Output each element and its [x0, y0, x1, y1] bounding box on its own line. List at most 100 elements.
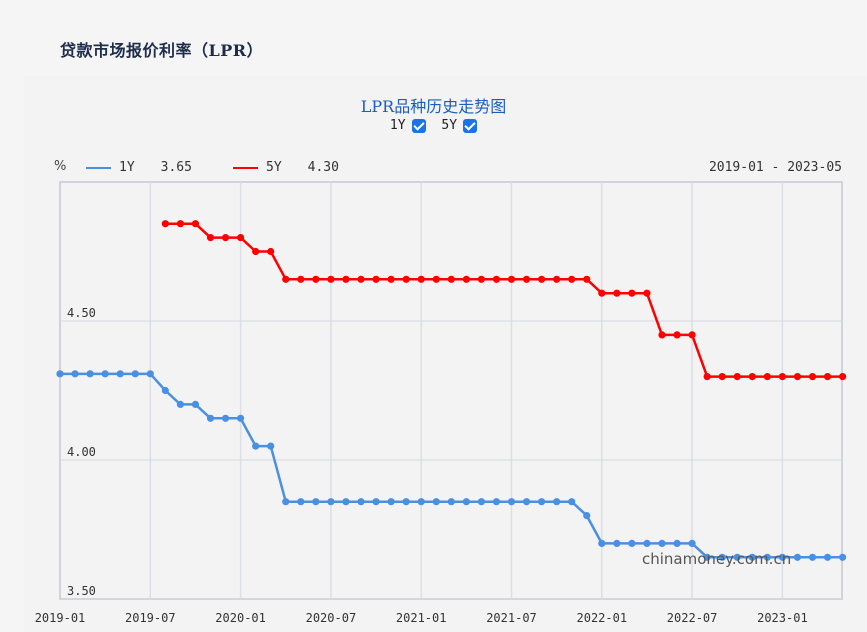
data-point[interactable] — [613, 539, 621, 548]
data-point[interactable] — [221, 414, 230, 422]
data-point[interactable] — [733, 553, 741, 561]
data-point[interactable] — [176, 400, 184, 408]
data-point[interactable] — [237, 234, 245, 242]
data-point[interactable] — [507, 275, 516, 283]
data-point[interactable] — [658, 331, 666, 339]
data-point[interactable] — [387, 275, 395, 283]
data-point[interactable] — [628, 289, 636, 297]
data-point[interactable] — [267, 442, 275, 450]
data-point[interactable] — [553, 275, 561, 283]
data-point[interactable] — [628, 539, 636, 548]
data-point[interactable] — [613, 289, 621, 297]
data-point[interactable] — [71, 370, 79, 378]
data-point[interactable] — [312, 275, 320, 283]
data-point[interactable] — [643, 289, 651, 297]
data-point[interactable] — [763, 373, 771, 381]
data-point[interactable] — [673, 331, 681, 339]
data-point[interactable] — [206, 234, 215, 242]
data-point[interactable] — [327, 498, 335, 506]
data-point[interactable] — [327, 275, 335, 283]
data-point[interactable] — [342, 498, 350, 506]
data-point[interactable] — [146, 370, 154, 378]
data-point[interactable] — [522, 275, 531, 283]
data-point[interactable] — [778, 373, 787, 381]
data-point[interactable] — [387, 498, 395, 506]
data-point[interactable] — [748, 373, 756, 381]
data-point[interactable] — [252, 247, 260, 256]
data-point[interactable] — [191, 400, 200, 408]
data-point[interactable] — [282, 498, 290, 506]
data-point[interactable] — [342, 275, 350, 283]
data-point[interactable] — [402, 498, 410, 506]
data-point[interactable] — [598, 539, 606, 548]
data-point[interactable] — [808, 373, 817, 381]
data-point[interactable] — [643, 539, 651, 548]
data-point[interactable] — [417, 498, 425, 506]
data-point[interactable] — [477, 275, 485, 283]
data-point[interactable] — [568, 498, 576, 506]
data-point[interactable] — [297, 498, 305, 506]
data-point[interactable] — [703, 373, 711, 381]
data-point[interactable] — [191, 220, 200, 228]
data-point[interactable] — [553, 498, 561, 506]
data-point[interactable] — [718, 553, 726, 561]
data-point[interactable] — [297, 275, 305, 283]
checkbox-1y-icon[interactable] — [411, 118, 426, 133]
data-point[interactable] — [161, 220, 169, 228]
data-point[interactable] — [778, 553, 787, 561]
data-point[interactable] — [357, 275, 365, 283]
data-point[interactable] — [598, 289, 606, 297]
data-point[interactable] — [823, 553, 832, 561]
data-point[interactable] — [402, 275, 410, 283]
data-point[interactable] — [447, 498, 455, 506]
data-point[interactable] — [372, 498, 380, 506]
data-point[interactable] — [176, 220, 184, 228]
toggle-1y[interactable]: 1Y — [390, 118, 426, 133]
data-point[interactable] — [538, 275, 546, 283]
data-point[interactable] — [748, 553, 756, 561]
data-point[interactable] — [131, 370, 139, 378]
data-point[interactable] — [718, 373, 726, 381]
data-point[interactable] — [206, 414, 215, 422]
data-point[interactable] — [583, 511, 591, 520]
data-point[interactable] — [161, 386, 169, 395]
data-point[interactable] — [282, 275, 290, 283]
data-point[interactable] — [492, 498, 501, 506]
data-point[interactable] — [658, 539, 666, 548]
data-point[interactable] — [267, 247, 275, 256]
data-point[interactable] — [839, 553, 847, 561]
data-point[interactable] — [492, 275, 501, 283]
data-point[interactable] — [56, 370, 64, 378]
data-point[interactable] — [357, 498, 365, 506]
data-point[interactable] — [808, 553, 817, 561]
data-point[interactable] — [763, 553, 771, 561]
data-point[interactable] — [583, 275, 591, 283]
data-point[interactable] — [507, 498, 516, 506]
data-point[interactable] — [568, 275, 576, 283]
data-point[interactable] — [733, 373, 741, 381]
checkbox-5y-icon[interactable] — [463, 118, 478, 133]
data-point[interactable] — [538, 498, 546, 506]
data-point[interactable] — [688, 539, 696, 548]
data-point[interactable] — [688, 331, 696, 339]
data-point[interactable] — [462, 498, 470, 506]
data-point[interactable] — [417, 275, 425, 283]
data-point[interactable] — [839, 373, 847, 381]
data-point[interactable] — [793, 373, 802, 381]
data-point[interactable] — [462, 275, 470, 283]
data-point[interactable] — [673, 539, 681, 548]
data-point[interactable] — [793, 553, 802, 561]
data-point[interactable] — [221, 234, 230, 242]
data-point[interactable] — [312, 498, 320, 506]
data-point[interactable] — [477, 498, 485, 506]
data-point[interactable] — [522, 498, 531, 506]
data-point[interactable] — [116, 370, 124, 378]
data-point[interactable] — [703, 553, 711, 561]
data-point[interactable] — [372, 275, 380, 283]
data-point[interactable] — [447, 275, 455, 283]
data-point[interactable] — [252, 442, 260, 450]
data-point[interactable] — [86, 370, 94, 378]
data-point[interactable] — [823, 373, 832, 381]
data-point[interactable] — [101, 370, 109, 378]
toggle-5y[interactable]: 5Y — [441, 118, 478, 133]
